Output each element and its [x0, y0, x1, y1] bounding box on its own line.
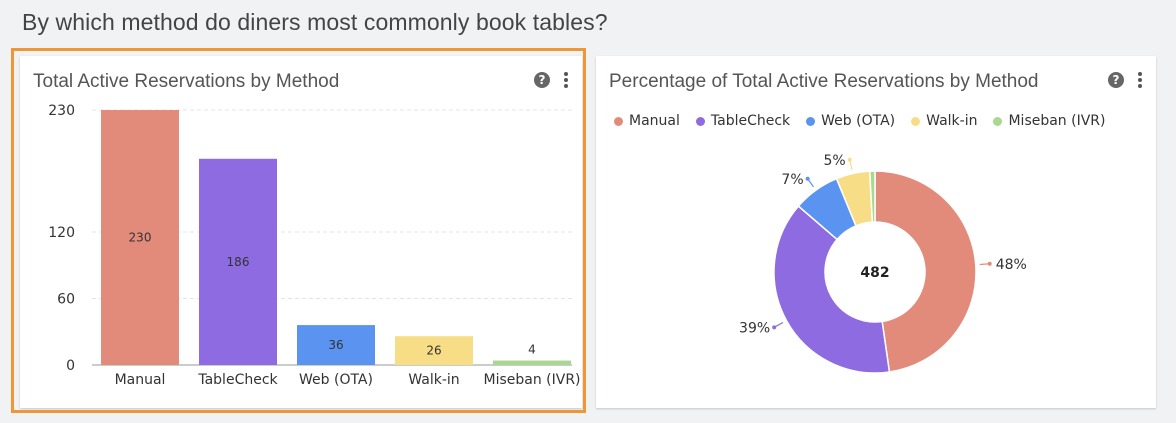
y-tick-label: 0: [66, 358, 75, 374]
kebab-menu-icon[interactable]: [1136, 72, 1144, 88]
bar-value-label: 230: [129, 231, 152, 245]
bar-value-label: 36: [328, 338, 343, 352]
kebab-menu-icon[interactable]: [562, 72, 570, 88]
donut-chart: 48% 39% 7% 5% 482: [739, 153, 1027, 374]
question-circle-icon[interactable]: ?: [1108, 72, 1124, 88]
bar[interactable]: [395, 336, 473, 365]
x-tick-label: Miseban (IVR): [483, 372, 580, 388]
bar-chart-title: Total Active Reservations by Method: [33, 71, 340, 92]
donut-center-total: 482: [860, 265, 889, 281]
donut-slice[interactable]: [874, 170, 977, 373]
page-title: By which method do diners most commonly …: [22, 9, 608, 35]
legend-swatch: [614, 116, 623, 126]
x-tick-label: Walk-in: [408, 372, 459, 388]
y-tick-label: 230: [48, 103, 75, 119]
slice-percent-label: 7%: [781, 172, 803, 188]
y-tick-label: 60: [57, 291, 75, 307]
label-leader-dot: [847, 157, 852, 162]
donut-chart-title: Percentage of Total Active Reservations …: [609, 71, 1039, 92]
legend-item[interactable]: TableCheck: [695, 113, 791, 129]
y-tick-label: 120: [48, 225, 75, 241]
legend-item[interactable]: Miseban (IVR): [993, 113, 1106, 129]
legend-label: Web (OTA): [821, 113, 896, 129]
bar-chart: 0 60 120 230 230 Manual 186 TableCheck 36 Web (OT…: [48, 103, 580, 388]
bar[interactable]: [199, 158, 277, 365]
slice-percent-label: 5%: [824, 153, 846, 169]
slice-percent-label: 39%: [739, 320, 770, 336]
legend-label: Walk-in: [926, 113, 978, 129]
bar[interactable]: [101, 110, 179, 365]
legend-swatch: [993, 116, 1003, 126]
slice-percent-label: 48%: [996, 257, 1027, 273]
label-leader-dot: [805, 176, 810, 181]
bar-value-label: 4: [528, 343, 536, 357]
x-tick-label: Web (OTA): [299, 372, 373, 388]
donut-chart-card[interactable]: Percentage of Total Active Reservations …: [596, 56, 1156, 408]
legend-label: Manual: [629, 113, 680, 129]
bar[interactable]: [493, 360, 571, 365]
bar-value-label: 26: [426, 344, 441, 358]
legend-item[interactable]: Walk-in: [911, 113, 977, 129]
legend-item[interactable]: Manual: [614, 113, 680, 129]
label-leader-dot: [772, 325, 777, 330]
donut-slice[interactable]: [868, 170, 876, 223]
legend-item[interactable]: Web (OTA): [806, 113, 895, 129]
legend-swatch: [806, 116, 816, 126]
bar-value-label: 186: [227, 255, 250, 269]
legend-swatch: [695, 116, 705, 126]
label-leader-dot: [987, 261, 992, 266]
legend-label: TableCheck: [710, 113, 791, 129]
question-circle-icon[interactable]: ?: [534, 72, 550, 88]
donut-legend: Manual TableCheck Web (OTA) Walk-in Miseban …: [614, 113, 1106, 129]
x-tick-label: TableCheck: [197, 372, 278, 388]
bar[interactable]: [297, 325, 375, 365]
bar-chart-card[interactable]: Total Active Reservations by Method ? 0 6…: [20, 56, 582, 408]
x-tick-label: Manual: [115, 372, 166, 388]
legend-label: Miseban (IVR): [1008, 113, 1106, 129]
legend-swatch: [911, 116, 921, 126]
donut-slice[interactable]: [773, 205, 891, 374]
